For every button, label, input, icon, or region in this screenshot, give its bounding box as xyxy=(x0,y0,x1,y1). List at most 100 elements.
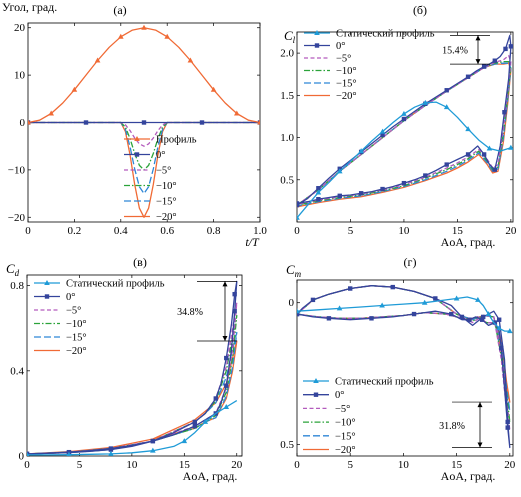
arrowhead xyxy=(477,442,483,448)
y-tick-label: 1.5 xyxy=(280,90,294,102)
data-point-s0 xyxy=(326,316,332,321)
data-point-s0 xyxy=(492,58,498,63)
legend-label: Статический профиль xyxy=(66,279,165,290)
data-point-profile xyxy=(234,110,240,116)
panel-label: (г) xyxy=(404,255,417,269)
data-point-s0 xyxy=(433,296,438,301)
y-tick-label: 1.0 xyxy=(280,132,294,144)
data-point-s0 xyxy=(224,383,229,388)
y-tick-label: 0 xyxy=(20,117,26,129)
arrowhead xyxy=(475,35,481,41)
data-point-s0 xyxy=(232,309,237,314)
data-point-s0 xyxy=(401,116,407,122)
data-point-s0 xyxy=(369,316,374,321)
legend-marker-profile xyxy=(134,136,140,141)
legend-label: −15° xyxy=(156,197,177,208)
data-point-s0 xyxy=(348,286,353,291)
legend-label: −5° xyxy=(156,166,171,177)
x-tick-label: 20 xyxy=(505,225,517,237)
legend-label: 0° xyxy=(335,390,344,401)
x-tick-label: 0 xyxy=(24,459,30,471)
x-tick-label: 20 xyxy=(504,459,516,471)
data-point-s0 xyxy=(467,317,472,322)
x-tick-label: 5 xyxy=(347,459,353,471)
series-line-static xyxy=(297,296,510,332)
data-point-s0 xyxy=(213,396,218,401)
x-axis-label: AoA, град. xyxy=(441,469,496,483)
y-tick-label: 0 xyxy=(289,297,295,309)
legend-label: Профиль xyxy=(156,135,197,146)
data-point-static xyxy=(485,311,492,317)
panel-a: 0 0.2 0.4 0.6 0.8 1.0 20 10 0 −10 −20 (а) Угол, град… xyxy=(2,0,267,249)
x-tick-label: 0 xyxy=(294,459,300,471)
arrowhead xyxy=(222,336,228,342)
data-point-s0 xyxy=(316,186,321,191)
legend-marker-s0 xyxy=(134,152,140,157)
data-point-profile xyxy=(28,119,31,125)
panel-label: (б) xyxy=(413,3,427,17)
x-tick-label: 5 xyxy=(77,459,83,471)
data-point-static xyxy=(422,99,429,105)
data-point-s0 xyxy=(449,311,454,317)
data-point-static xyxy=(66,451,72,456)
data-point-static xyxy=(181,438,188,444)
legend-label: 0° xyxy=(66,292,75,303)
x-tick-label: 0 xyxy=(25,225,31,237)
x-tick-label: 10 xyxy=(126,459,138,471)
data-point-s0 xyxy=(297,311,300,317)
legend-marker-static xyxy=(313,378,319,383)
data-point-s0 xyxy=(508,44,513,49)
series-group xyxy=(27,280,238,456)
data-point-s0 xyxy=(505,419,510,425)
data-point-static xyxy=(27,451,30,456)
data-point-s0 xyxy=(481,314,486,320)
legend-label: −15° xyxy=(336,79,357,90)
data-point-profile xyxy=(141,24,147,30)
data-point-static xyxy=(465,126,471,132)
data-point-s0 xyxy=(401,180,407,186)
series-line-s5 xyxy=(28,121,260,147)
series-line-static xyxy=(27,400,238,456)
annotation-label: 31.8% xyxy=(439,421,465,432)
data-point-s0 xyxy=(380,132,385,138)
y-tick-label: 10 xyxy=(14,70,26,82)
y-tick-label: 0.5 xyxy=(280,174,294,186)
data-point-s0 xyxy=(492,167,498,172)
data-point-static xyxy=(202,418,209,424)
plot-frame xyxy=(26,274,243,457)
legend-label: −10° xyxy=(336,66,357,77)
data-point-s0 xyxy=(150,438,156,444)
x-tick-label: 5 xyxy=(348,225,354,237)
data-point-s0 xyxy=(141,120,147,125)
series-line-s20 xyxy=(27,340,238,455)
series-group xyxy=(28,24,260,218)
data-point-static xyxy=(223,404,230,410)
data-point-static xyxy=(315,189,322,195)
data-point-s0 xyxy=(444,162,449,167)
legend-marker-s0 xyxy=(314,43,320,48)
y-tick-label: 0.8 xyxy=(10,280,24,292)
data-point-static xyxy=(108,450,114,456)
legend-label: −5° xyxy=(336,54,351,65)
legend-marker-s0 xyxy=(313,392,319,397)
data-point-s0 xyxy=(444,88,449,93)
y-tick-label: −10 xyxy=(8,164,26,176)
data-point-static xyxy=(496,325,502,331)
arrowhead xyxy=(475,59,481,65)
x-tick-label: 15 xyxy=(179,459,191,471)
series-line-s15 xyxy=(28,121,260,195)
y-axis-label: Cm xyxy=(286,262,302,279)
data-point-static xyxy=(297,308,300,314)
legend-marker-static xyxy=(314,30,320,35)
legend-label: Статический профиль xyxy=(335,377,434,388)
x-axis-label: AoA, град. xyxy=(183,469,238,483)
data-point-static xyxy=(401,110,407,116)
y-axis-label: Cl xyxy=(284,28,296,45)
data-point-s0 xyxy=(465,74,471,79)
x-tick-label: 1.0 xyxy=(253,225,267,237)
series-line-s5 xyxy=(297,285,511,432)
plot-frame xyxy=(296,31,514,223)
data-point-s0 xyxy=(27,451,30,456)
data-point-s0 xyxy=(310,297,316,303)
data-point-profile xyxy=(187,57,194,63)
